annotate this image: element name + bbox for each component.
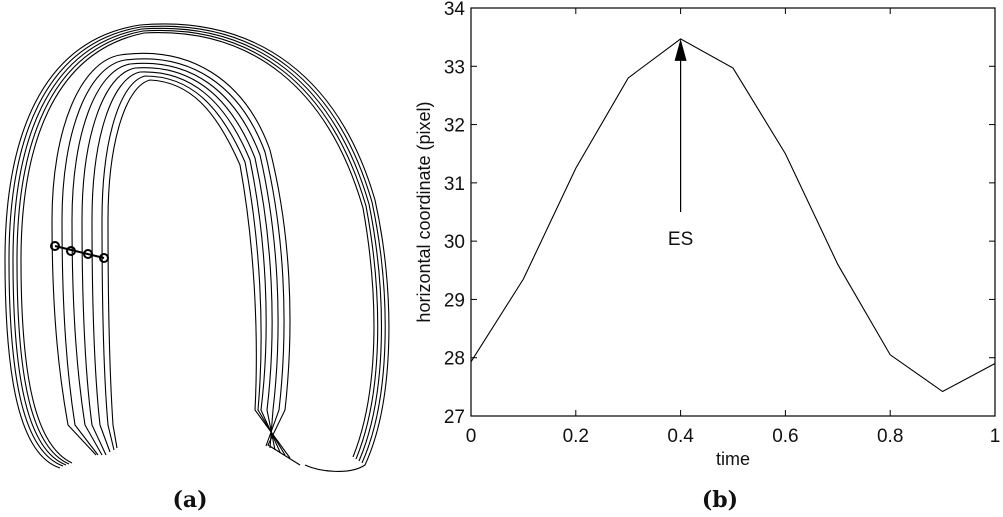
x-tick-label: 0 [466, 426, 477, 447]
panel-b-chart: 0 0.2 0.4 0.6 0.8 1 27 28 29 30 31 32 33 34 ES time h… [414, 0, 1000, 469]
y-tick-label: 33 [444, 57, 465, 78]
plot-frame [470, 7, 996, 417]
es-arrow-head [674, 38, 687, 61]
x-tick-label: 0.4 [667, 426, 694, 447]
x-tick-label: 1 [990, 426, 1001, 447]
outer-contours [4, 23, 390, 472]
panel-a-caption: (a) [172, 487, 207, 513]
y-axis-label: horizontal coordinate (pixel) [414, 101, 434, 322]
data-line [470, 38, 996, 393]
inner-contours [51, 52, 301, 466]
x-axis-label: time [716, 449, 750, 469]
panel-a-contours [4, 23, 390, 472]
y-tick-label: 31 [444, 174, 465, 195]
landmark-points [50, 241, 109, 263]
y-tick-label: 29 [444, 290, 465, 311]
y-tick-label: 28 [444, 349, 465, 370]
es-annotation: ES [668, 38, 693, 250]
x-tick-label: 0.8 [877, 426, 903, 447]
es-label: ES [668, 229, 693, 250]
panel-b-caption: (b) [702, 487, 738, 513]
x-tick-label: 0.6 [772, 426, 798, 447]
y-tick-label: 30 [444, 232, 465, 253]
y-tick-label: 27 [444, 407, 465, 428]
y-tick-label: 34 [444, 0, 466, 20]
y-tick-label: 32 [444, 116, 465, 137]
tick-labels: 0 0.2 0.4 0.6 0.8 1 27 28 29 30 31 32 33 34 [444, 0, 1000, 447]
axis-ticks [470, 7, 996, 417]
x-tick-label: 0.2 [563, 426, 589, 447]
